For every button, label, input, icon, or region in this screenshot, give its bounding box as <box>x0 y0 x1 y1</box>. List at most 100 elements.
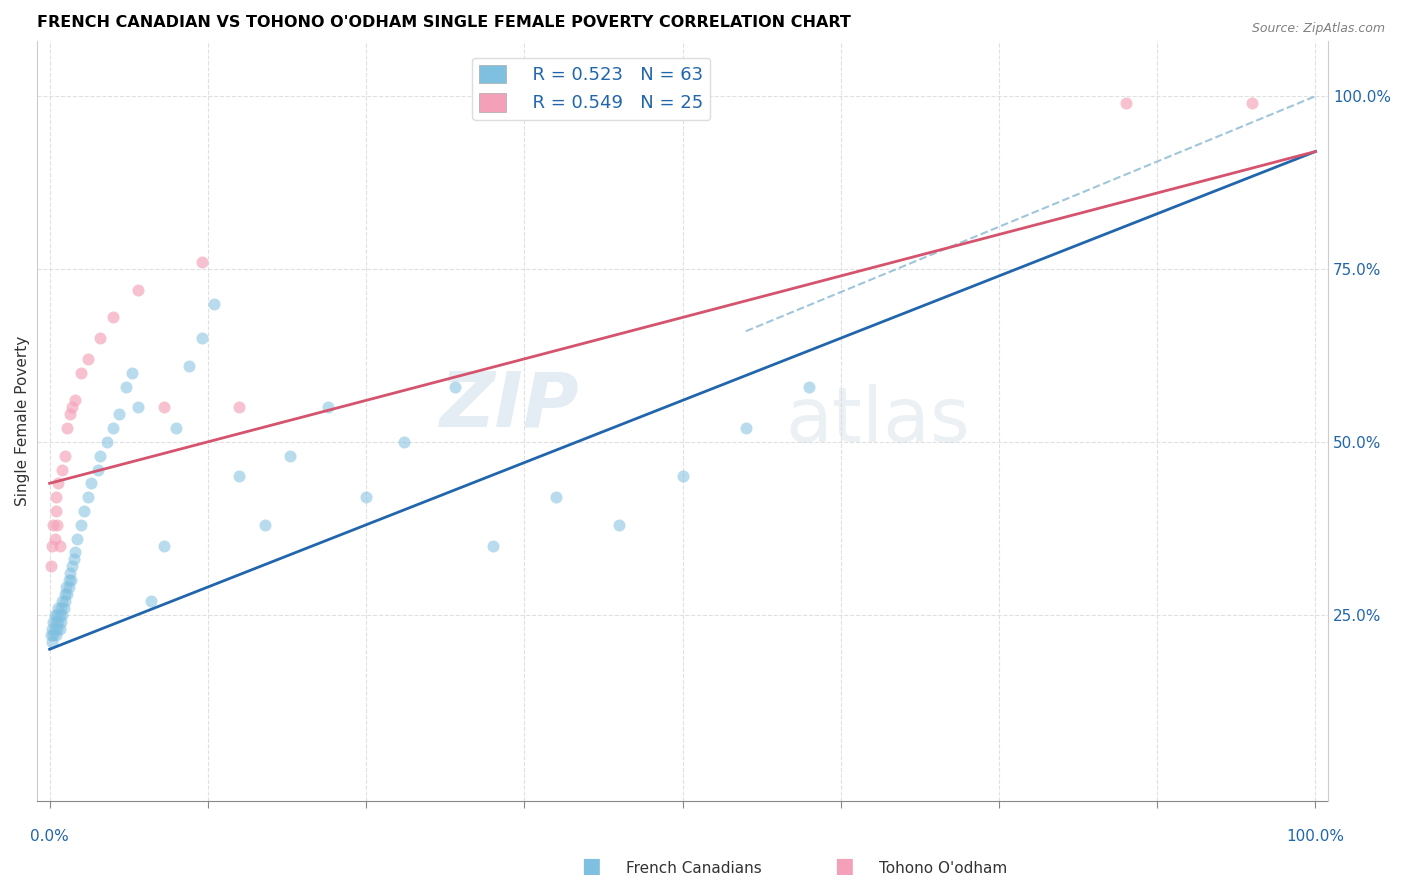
Point <box>121 366 143 380</box>
Point <box>62 552 84 566</box>
Text: Tohono O'odham: Tohono O'odham <box>879 861 1007 876</box>
Text: ZIP: ZIP <box>440 369 579 443</box>
Point <box>44 622 66 636</box>
Point <box>671 469 693 483</box>
Point <box>58 580 80 594</box>
Point <box>139 594 162 608</box>
Point <box>101 421 124 435</box>
Point <box>96 434 118 449</box>
Point <box>45 628 67 642</box>
Point <box>76 490 98 504</box>
Point <box>70 366 93 380</box>
Point <box>202 296 225 310</box>
Point <box>392 434 415 449</box>
Point <box>101 310 124 325</box>
Point <box>1241 96 1264 111</box>
Point <box>46 622 69 636</box>
Point <box>152 539 174 553</box>
Point <box>51 607 73 622</box>
Point <box>48 615 70 629</box>
Point <box>354 490 377 504</box>
Point <box>278 449 301 463</box>
Point <box>45 504 67 518</box>
Point <box>734 421 756 435</box>
Point <box>108 407 131 421</box>
Point <box>443 379 465 393</box>
Point <box>66 532 89 546</box>
Point <box>42 615 65 629</box>
Point <box>48 539 70 553</box>
Point <box>63 393 86 408</box>
Point <box>48 622 70 636</box>
Point <box>165 421 187 435</box>
Point <box>52 600 75 615</box>
Text: ■: ■ <box>834 856 853 876</box>
Y-axis label: Single Female Poverty: Single Female Poverty <box>15 336 30 507</box>
Point <box>42 628 65 642</box>
Text: Source: ZipAtlas.com: Source: ZipAtlas.com <box>1251 22 1385 36</box>
Point <box>59 407 82 421</box>
Point <box>51 594 73 608</box>
Point <box>53 449 76 463</box>
Point <box>58 573 80 587</box>
Point <box>56 587 79 601</box>
Point <box>44 607 66 622</box>
Point <box>45 490 67 504</box>
Point <box>46 517 69 532</box>
Text: French Canadians: French Canadians <box>626 861 762 876</box>
Point <box>228 401 250 415</box>
Point <box>89 449 111 463</box>
Point <box>60 559 83 574</box>
Point <box>481 539 503 553</box>
Point <box>44 532 66 546</box>
Point <box>55 580 77 594</box>
Point <box>41 622 63 636</box>
Point <box>39 559 62 574</box>
Point <box>48 607 70 622</box>
Point <box>46 607 69 622</box>
Text: 0.0%: 0.0% <box>30 829 69 844</box>
Point <box>42 517 65 532</box>
Point <box>607 517 630 532</box>
Point <box>49 600 72 615</box>
Point <box>51 462 73 476</box>
Point <box>544 490 567 504</box>
Text: FRENCH CANADIAN VS TOHONO O'ODHAM SINGLE FEMALE POVERTY CORRELATION CHART: FRENCH CANADIAN VS TOHONO O'ODHAM SINGLE… <box>37 15 851 30</box>
Point <box>190 331 212 345</box>
Point <box>60 573 83 587</box>
Point <box>53 587 76 601</box>
Point <box>228 469 250 483</box>
Point <box>45 615 67 629</box>
Point <box>49 615 72 629</box>
Point <box>152 401 174 415</box>
Point <box>80 476 103 491</box>
Point <box>48 476 70 491</box>
Point <box>797 379 820 393</box>
Point <box>177 359 200 373</box>
Text: ■: ■ <box>581 856 600 876</box>
Point <box>114 379 136 393</box>
Point <box>73 504 96 518</box>
Text: atlas: atlas <box>786 384 970 458</box>
Point <box>63 545 86 559</box>
Point <box>39 628 62 642</box>
Point <box>127 401 149 415</box>
Legend:   R = 0.523   N = 63,   R = 0.549   N = 25: R = 0.523 N = 63, R = 0.549 N = 25 <box>472 57 710 120</box>
Point <box>76 351 98 366</box>
Point <box>86 462 108 476</box>
Point <box>53 594 76 608</box>
Point <box>253 517 276 532</box>
Point <box>60 401 83 415</box>
Point <box>41 635 63 649</box>
Point <box>190 255 212 269</box>
Point <box>316 401 339 415</box>
Point <box>59 566 82 581</box>
Point <box>1115 96 1137 111</box>
Point <box>56 421 79 435</box>
Point <box>127 283 149 297</box>
Text: 100.0%: 100.0% <box>1286 829 1344 844</box>
Point <box>70 517 93 532</box>
Point <box>48 600 70 615</box>
Point <box>41 539 63 553</box>
Point <box>89 331 111 345</box>
